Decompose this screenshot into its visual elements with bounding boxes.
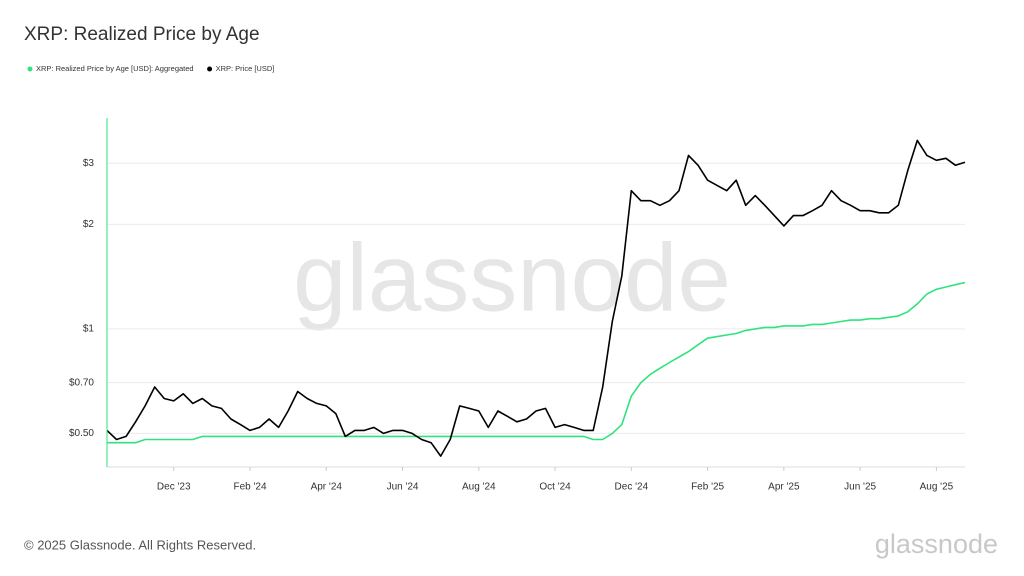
x-tick-label: Dec '23 bbox=[157, 482, 191, 493]
legend-label: XRP: Realized Price by Age [USD]: Aggreg… bbox=[36, 64, 194, 73]
y-tick-label: $0.50 bbox=[69, 428, 94, 439]
y-tick-label: $2 bbox=[83, 219, 95, 230]
x-tick-label: Feb '25 bbox=[691, 482, 724, 493]
x-tick-label: Jun '24 bbox=[387, 482, 419, 493]
x-tick-label: Apr '24 bbox=[311, 482, 343, 493]
x-tick-label: Oct '24 bbox=[539, 482, 571, 493]
footer: © 2025 Glassnode. All Rights Reserved. bbox=[24, 537, 256, 552]
legend-marker bbox=[27, 66, 33, 72]
x-tick-label: Jun '25 bbox=[844, 482, 876, 493]
y-tick-label: $1 bbox=[83, 324, 95, 335]
x-tick-label: Aug '24 bbox=[462, 482, 496, 493]
y-tick-label: $3 bbox=[83, 158, 95, 169]
x-tick-label: Feb '24 bbox=[233, 482, 266, 493]
legend-label: XRP: Price [USD] bbox=[216, 64, 275, 73]
series-line bbox=[107, 281, 966, 444]
y-tick-label: $0.70 bbox=[69, 377, 94, 388]
x-tick-label: Apr '25 bbox=[768, 482, 800, 493]
x-tick-label: Aug '25 bbox=[920, 482, 954, 493]
x-tick-label: Dec '24 bbox=[615, 482, 649, 493]
logo: glassnode bbox=[875, 529, 998, 559]
watermark: glassnode bbox=[293, 224, 731, 331]
series-line bbox=[106, 139, 966, 457]
legend-marker bbox=[207, 66, 213, 72]
chart-title: XRP: Realized Price by Age bbox=[24, 24, 260, 45]
